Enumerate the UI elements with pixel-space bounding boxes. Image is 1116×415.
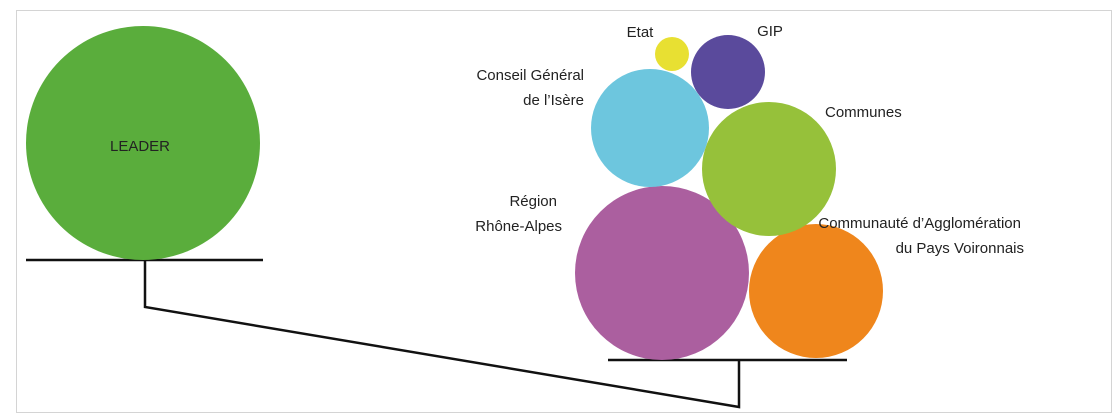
gip-circle [691, 35, 765, 109]
gip-label: GIP [757, 23, 783, 40]
region-circle [575, 186, 749, 360]
conseil-label-line2: de l’Isère [523, 92, 584, 109]
region-label-line1: Région [509, 193, 557, 210]
connector-lines [26, 258, 847, 409]
communes-circle [702, 102, 836, 236]
region-label-line2: Rhône-Alpes [475, 218, 562, 235]
communes-label: Communes [825, 104, 902, 121]
communaute-circle [749, 224, 883, 358]
communaute-label-line1: Communauté d’Agglomération [818, 215, 1021, 232]
etat-label: Etat [627, 24, 655, 41]
etat-circle [655, 37, 689, 71]
conseil-circle [591, 69, 709, 187]
balance-beam [143, 260, 741, 409]
leader-circle [26, 26, 260, 260]
communaute-label-line2: du Pays Voironnais [896, 240, 1024, 257]
leader-label: LEADER [110, 138, 170, 155]
conseil-label-line1: Conseil Général [476, 67, 584, 84]
